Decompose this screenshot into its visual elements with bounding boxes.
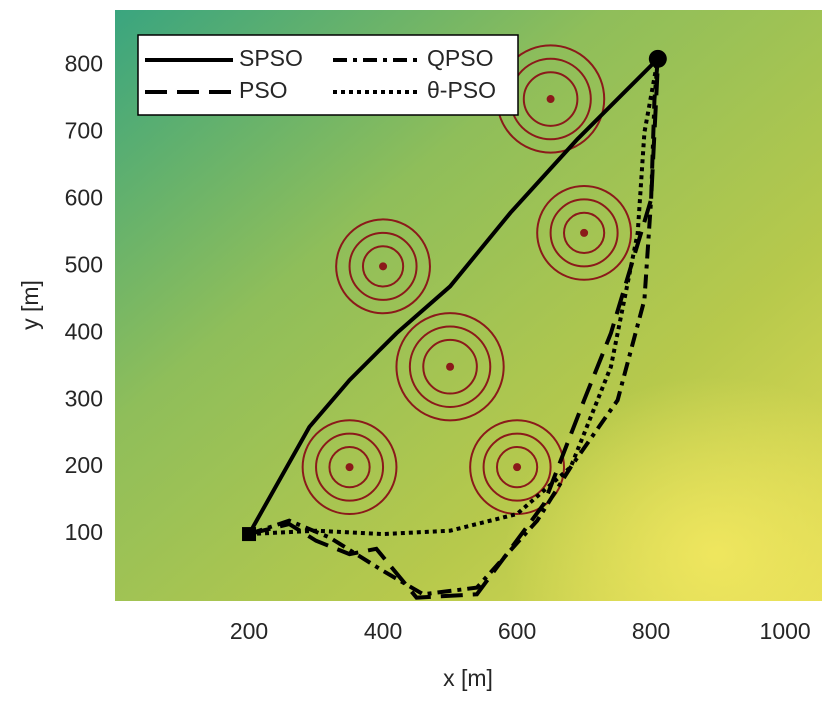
x-tick-label: 400 — [364, 618, 402, 644]
obstacle-center — [513, 463, 522, 472]
obstacle-ring — [335, 218, 431, 315]
obstacle-ring — [348, 231, 418, 301]
obstacle-ring — [469, 419, 565, 516]
legend: SPSO PSO QPSO θ-PSO — [137, 34, 519, 116]
plot-area — [242, 44, 667, 600]
y-axis-label: y [m] — [17, 280, 43, 330]
start-marker — [242, 527, 257, 542]
obstacle-ring — [408, 325, 492, 408]
obstacle-ring — [495, 446, 539, 489]
obstacle-ring — [315, 432, 385, 502]
path-line — [247, 57, 660, 536]
obstacle-ring — [328, 446, 371, 489]
obstacle-ring — [549, 198, 619, 268]
obstacle-center — [379, 262, 388, 271]
legend-label: SPSO — [239, 45, 303, 71]
obstacle-center — [546, 95, 555, 104]
obstacle-ring — [395, 312, 505, 422]
obstacle-ring — [482, 432, 552, 502]
path-line — [248, 58, 660, 537]
x-tick-label: 600 — [498, 618, 536, 644]
obstacle-ring — [536, 184, 633, 281]
path-line — [248, 58, 660, 600]
obstacle-center — [345, 463, 354, 472]
obstacle-center — [446, 362, 455, 371]
x-tick-label: 800 — [632, 618, 670, 644]
y-tick-label: 100 — [65, 519, 103, 545]
x-tick-label: 1000 — [760, 618, 811, 644]
legend-label: QPSO — [427, 45, 493, 71]
path-line — [248, 58, 660, 597]
obstacle-ring — [522, 71, 579, 127]
overlay: 200 400 600 800 1000 100 200 300 400 500 600 700 800… — [65, 34, 811, 644]
y-tick-label: 700 — [65, 118, 103, 144]
y-tick-label: 600 — [65, 184, 103, 210]
y-tick-label: 500 — [65, 251, 103, 277]
y-tick-label: 300 — [65, 385, 103, 411]
x-tick-label: 200 — [230, 618, 268, 644]
legend-label: θ-PSO — [427, 77, 496, 103]
y-tick-label: 400 — [65, 318, 103, 344]
legend-label: PSO — [239, 77, 288, 103]
obstacle-ring — [562, 211, 606, 254]
obstacle-ring — [301, 419, 398, 516]
obstacle-ring — [361, 245, 405, 288]
y-tick-label: 200 — [65, 452, 103, 478]
obstacle-center — [580, 228, 589, 237]
y-tick-label: 800 — [65, 51, 103, 77]
x-axis-label: x [m] — [443, 665, 493, 691]
obstacle-ring — [422, 338, 478, 395]
legend-box — [137, 34, 519, 116]
goal-marker — [648, 49, 667, 68]
